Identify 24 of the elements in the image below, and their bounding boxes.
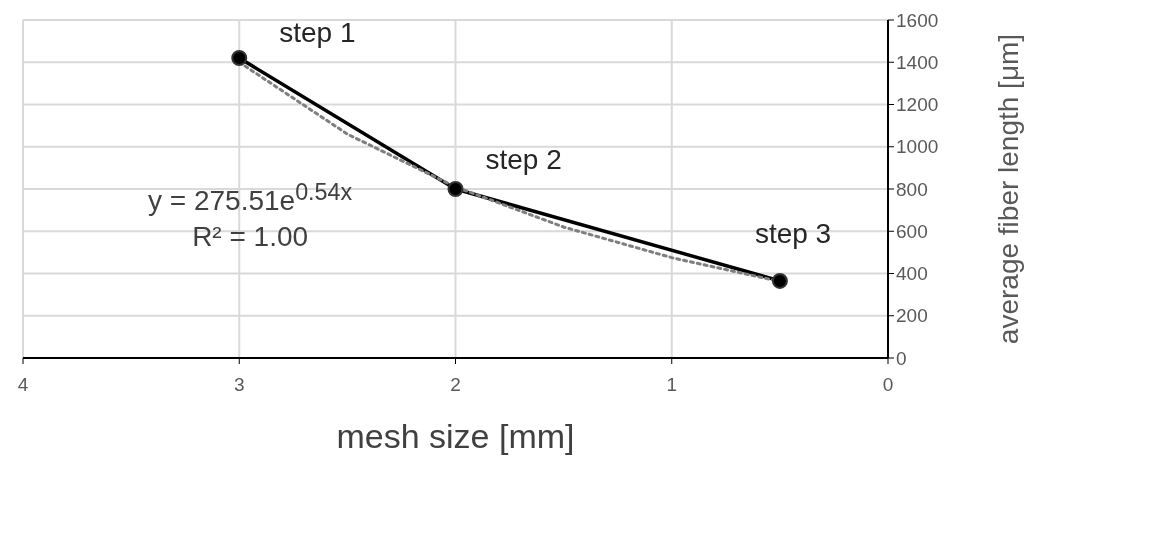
annotation: R² = 1.00 (191, 220, 310, 255)
y-tick-label: 800 (896, 178, 928, 200)
y-axis-title: average fiber length [μm] (992, 33, 1024, 345)
x-tick-label: 1 (666, 374, 678, 396)
y-tick-label: 600 (896, 220, 928, 242)
y-tick-label: 1600 (896, 9, 939, 31)
y-tick-label: 1400 (896, 51, 939, 73)
x-tick-label: 3 (233, 374, 245, 396)
y-tick-label: 200 (896, 305, 928, 327)
x-tick-label: 0 (882, 374, 894, 396)
y-tick-label: 1000 (896, 136, 939, 158)
point (447, 181, 464, 197)
x-axis-title: mesh size [mm] (336, 417, 575, 455)
y-tick-label: 1200 (896, 94, 939, 116)
y-tick-label: 0 (896, 347, 907, 369)
point (771, 272, 788, 289)
point (231, 50, 248, 67)
annotation: y = 275.51e$^{0.54x}$ (148, 178, 353, 219)
annotation: step 2 (485, 144, 562, 175)
annotation: step 3 (754, 217, 832, 249)
annotation: step 1 (279, 17, 356, 49)
x-tick-label: 2 (450, 374, 461, 396)
y-tick-label: 400 (896, 263, 928, 285)
x-tick-label: 4 (17, 374, 29, 396)
